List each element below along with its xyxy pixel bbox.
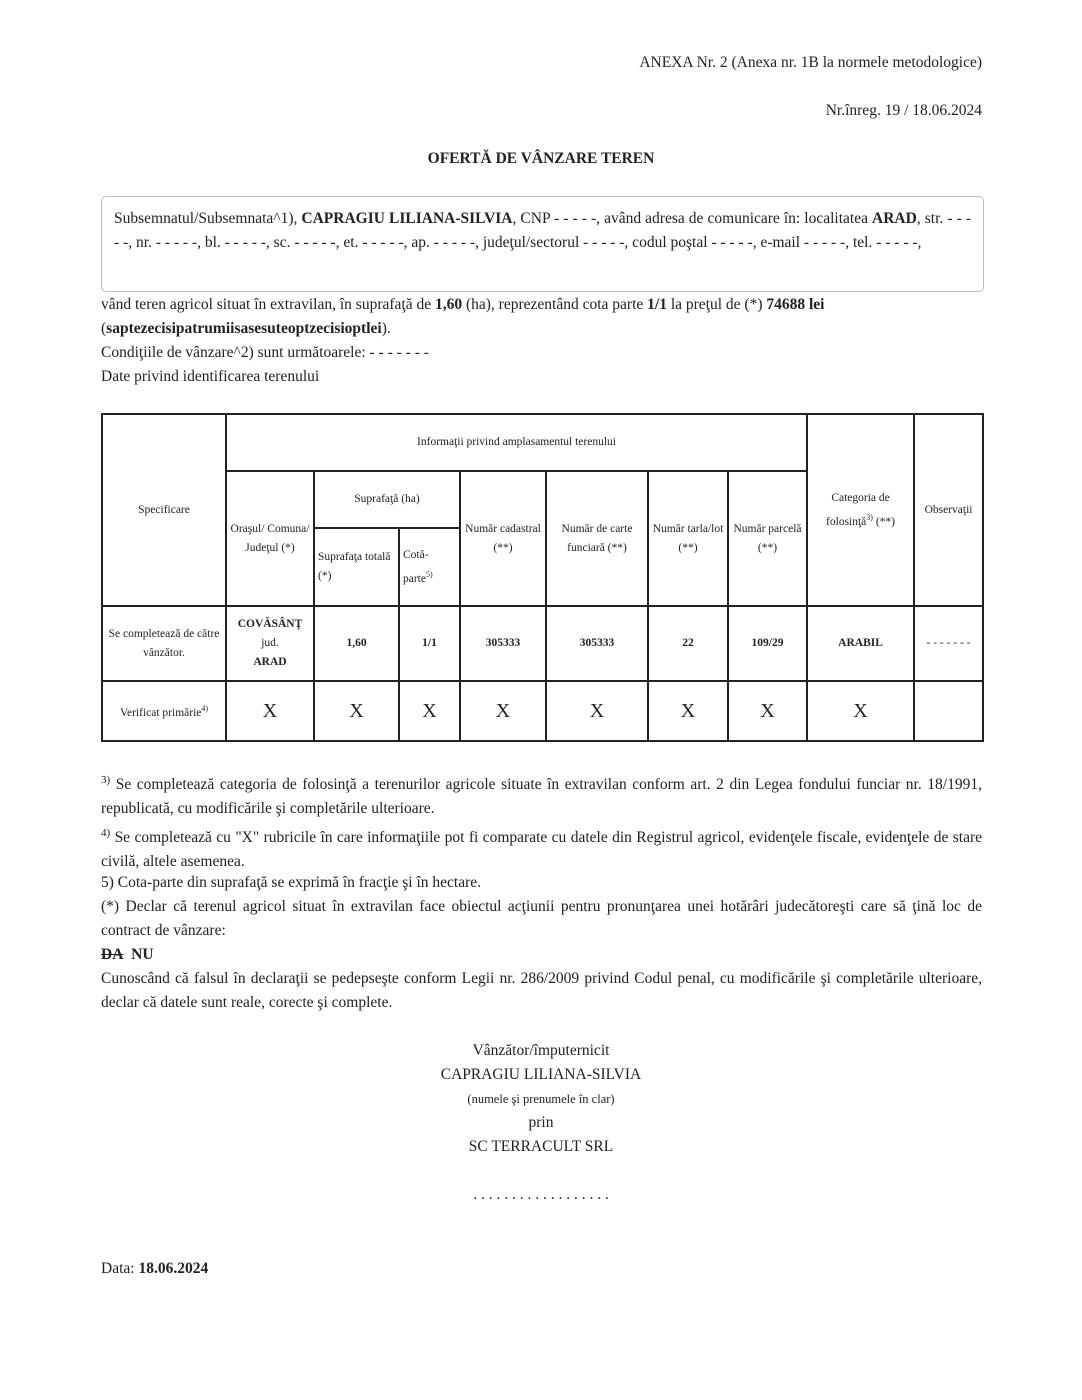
cell-land-book: 305333	[545, 605, 649, 682]
text: Subsemnatul/Subsemnata^1),	[114, 210, 302, 227]
footnote-star: (*) Declar că terenul agricol situat în …	[101, 898, 982, 939]
header-share: Cotă-parte5)	[398, 527, 461, 607]
footnote-4: 4) Se completează cu "X" rubricile în ca…	[101, 821, 982, 874]
header-city: Oraşul/ Comuna/ Judeţul (*)	[225, 470, 315, 607]
text: ).	[381, 320, 391, 337]
document-title: OFERTĂ DE VÂNZARE TEREN	[427, 150, 655, 167]
sup: 3)	[866, 512, 873, 522]
signature-line: . . . . . . . . . . . . . . . . . .	[473, 1186, 609, 1203]
seller-name: CAPRAGIU LILIANA-SILVIA	[301, 210, 513, 227]
text: Se completează categoria de folosinţă a …	[101, 776, 982, 818]
seller-info-box: Subsemnatul/Subsemnata^1), CAPRAGIU LILI…	[101, 196, 984, 292]
sup: 4)	[101, 827, 111, 839]
header-cadastral: Număr cadastral (**)	[459, 470, 547, 607]
check-mark: X	[545, 680, 649, 742]
option-yes-struck: DA	[101, 946, 124, 963]
date-value: 18.06.2024	[138, 1260, 209, 1277]
cell-category: ARABIL	[806, 605, 916, 682]
check-mark: X	[647, 680, 729, 742]
share-value: 1/1	[647, 296, 667, 313]
identification-heading: Date privind identificarea terenului	[101, 368, 320, 385]
text: , str. - - - - -, nr. - - - - -, bl. - -…	[114, 210, 971, 251]
signature-company: SC TERRACULT SRL	[468, 1138, 614, 1155]
sale-conditions: Condiţiile de vânzare^2) sunt următoarel…	[101, 344, 429, 361]
check-mark: X	[225, 680, 315, 742]
header-area: Suprafaţă (ha)	[313, 470, 461, 529]
date: Data: 18.06.2024	[101, 1260, 208, 1278]
area-value: 1,60	[434, 296, 463, 313]
text: vând teren agricol situat în extravilan,…	[101, 296, 435, 313]
yes-no-choice: DA NU	[101, 943, 982, 967]
seller-city: ARAD	[872, 210, 917, 227]
text: (	[101, 320, 107, 337]
signature-role: Vânzător/împuternicit	[472, 1042, 610, 1059]
date-label: Data:	[101, 1260, 139, 1277]
text: (ha), reprezentând cota parte	[462, 296, 648, 313]
signature-via: prin	[528, 1114, 554, 1131]
price-value: 74688 lei	[766, 296, 825, 313]
text: , CNP - - - - -, având adresa de comunic…	[512, 210, 873, 227]
option-no: NU	[131, 946, 154, 963]
cell-parcel: 109/29	[726, 605, 809, 682]
cell-cadastral: 305333	[459, 605, 547, 682]
check-mark: X	[398, 680, 461, 742]
row-label: Se completează de către vânzător.	[101, 605, 227, 682]
header-total-area: Suprafaţa totală (*)	[313, 527, 400, 607]
row-label: Verificat primărie4)	[101, 680, 227, 742]
table-row: Se completează de către vânzător. COVĂSÂ…	[101, 605, 985, 682]
header-observations: Observaţii	[913, 413, 985, 607]
header-info: Informaţii privind amplasamentul terenul…	[224, 413, 809, 472]
offer-paragraph: vând teren agricol situat în extravilan,…	[101, 293, 982, 389]
county: ARAD	[253, 656, 287, 668]
text: la preţul de (*)	[666, 296, 767, 313]
footnote-5: 5) Cota-parte din suprafaţă se exprimă î…	[101, 874, 482, 891]
text: Se completează cu "X" rubricile în care …	[101, 829, 982, 871]
text: Verificat primărie	[119, 706, 202, 719]
check-mark: X	[806, 680, 916, 742]
footnote-3: 3) Se completează categoria de folosinţă…	[101, 768, 982, 821]
cell-city: COVĂSÂNŢ jud. ARAD	[225, 605, 315, 682]
header-tarla: Număr tarla/lot (**)	[647, 470, 729, 607]
header-parcel: Număr parcelă (**)	[726, 470, 809, 607]
cell-share: 1/1	[398, 605, 461, 682]
price-words: saptezecisipatrumiisasesuteoptzecisioptl…	[106, 320, 382, 337]
signature-hint: (numele şi prenumele în clar)	[467, 1092, 615, 1106]
declaration: Cunoscând că falsul în declaraţii se ped…	[101, 970, 982, 1011]
signature-name: CAPRAGIU LILIANA-SILVIA	[440, 1066, 642, 1083]
city: COVĂSÂNŢ	[237, 618, 303, 630]
header-spec: Specificare	[101, 413, 227, 607]
check-mark: X	[726, 680, 809, 742]
text: Categoria de folosinţă	[826, 491, 890, 528]
cell-observations: - - - - - - -	[913, 605, 985, 682]
cell-tarla: 22	[647, 605, 729, 682]
text: Cotă-parte	[403, 548, 429, 585]
sup: 4)	[201, 704, 209, 714]
table-row: Verificat primărie4) X X X X X X X X	[101, 680, 985, 742]
annex-label: ANEXA Nr. 2 (Anexa nr. 1B la normele met…	[639, 54, 982, 71]
land-table: Specificare Informaţii privind amplasamen…	[101, 413, 985, 742]
header-land-book: Număr de carte funciară (**)	[545, 470, 649, 607]
sup: 5)	[425, 569, 433, 579]
cell-total: 1,60	[313, 605, 400, 682]
registration-number: Nr.înreg. 19 / 18.06.2024	[825, 102, 982, 119]
check-mark: X	[313, 680, 400, 742]
check-mark: X	[459, 680, 547, 742]
header-category: Categoria de folosinţă3) (**)	[806, 413, 916, 607]
text: (**)	[872, 515, 896, 528]
text: jud.	[261, 637, 279, 649]
sup: 3)	[101, 774, 111, 786]
empty-cell	[913, 680, 985, 742]
